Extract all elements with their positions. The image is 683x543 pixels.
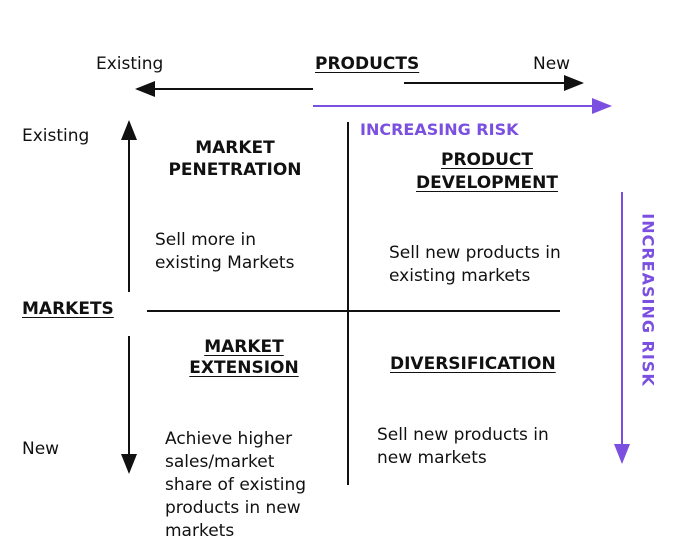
extension-desc-line3: share of existing — [165, 475, 307, 495]
penetration-title-line1: MARKET — [195, 138, 275, 158]
products-existing-label: Existing — [96, 54, 164, 74]
extension-desc-line1: Achieve higher — [165, 429, 293, 449]
extension-desc-line2: sales/market — [165, 452, 275, 472]
diagram-lines — [121, 75, 630, 485]
diversification-title: DIVERSIFICATION — [390, 354, 556, 374]
risk-vertical-label: INCREASING RISK — [638, 213, 658, 387]
markets-axis-title: MARKETS — [22, 299, 114, 319]
diversification-desc-line2: new markets — [377, 448, 487, 468]
markets-existing-label: Existing — [22, 126, 90, 146]
development-title-line1: PRODUCT — [441, 150, 533, 170]
diversification-desc-line1: Sell new products in — [377, 425, 549, 445]
development-desc-line1: Sell new products in — [389, 243, 561, 263]
development-desc-line2: existing markets — [389, 266, 531, 286]
penetration-title-line2: PENETRATION — [168, 160, 302, 180]
products-new-label: New — [533, 54, 571, 74]
penetration-desc-line2: existing Markets — [155, 253, 295, 273]
markets-new-label: New — [22, 439, 60, 459]
extension-title-line2: EXTENSION — [189, 358, 299, 378]
extension-desc-line5: markets — [165, 521, 235, 541]
development-title-line2: DEVELOPMENT — [416, 173, 558, 193]
products-axis-title: PRODUCTS — [315, 54, 420, 74]
extension-desc-line4: products in new — [165, 498, 301, 518]
extension-title-line1: MARKET — [204, 337, 284, 357]
risk-horizontal-label: INCREASING RISK — [360, 120, 519, 139]
penetration-desc-line1: Sell more in — [155, 230, 257, 250]
